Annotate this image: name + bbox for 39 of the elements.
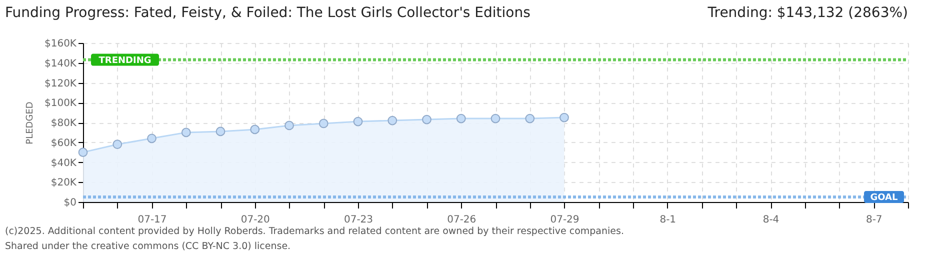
x-tick-label: 8-1 xyxy=(660,214,676,226)
point xyxy=(490,114,500,124)
point xyxy=(525,114,535,124)
y-tick-label: $120K xyxy=(44,78,77,90)
x-tick-label: 8-4 xyxy=(762,214,780,226)
point xyxy=(353,116,363,126)
y-tick-label: $0 xyxy=(64,198,76,208)
point xyxy=(112,140,122,150)
y-tick-label: $60K xyxy=(50,138,77,149)
chart-title: Funding Progress: Fated, Feisty, & Foiled: The Lost Girls Collector's Editions xyxy=(5,5,530,21)
point xyxy=(560,112,569,122)
point xyxy=(456,114,466,124)
y-tick-label: $100K xyxy=(44,98,77,110)
point xyxy=(181,128,191,138)
text: Shared under the creative commons (CC BY-NC 3.0) license. xyxy=(5,241,291,252)
point xyxy=(216,126,226,136)
point xyxy=(422,114,432,124)
x-tick-label: 07-17 xyxy=(138,214,167,226)
y-tick-label: $140K xyxy=(44,58,77,70)
y-axis-title: PLEDGED xyxy=(25,102,36,144)
y-tick-label: $40K xyxy=(50,158,77,169)
point xyxy=(318,118,328,128)
ref-line-label: GOAL xyxy=(870,193,898,204)
ref-line-label: TRENDING xyxy=(98,56,152,66)
y-tick-label: $80K xyxy=(50,118,77,129)
x-tick-label: 07-26 xyxy=(447,214,476,226)
y-tick-label: $20K xyxy=(50,178,77,189)
point xyxy=(78,148,88,157)
point xyxy=(284,120,294,130)
text: (c)2025. Additional content provided by Holly Roberds. Trademarks and related content are owned by their respective companies. xyxy=(5,226,624,237)
point xyxy=(147,134,156,144)
text: Trending: $143,132 (2863%) xyxy=(706,5,908,21)
y-tick-label: $160K xyxy=(44,38,77,50)
point xyxy=(250,124,260,134)
x-tick-label: 07-23 xyxy=(344,214,374,226)
point xyxy=(388,116,398,126)
x-tick-label: 07-20 xyxy=(240,214,270,226)
x-tick-label: 8-7 xyxy=(866,214,882,226)
x-tick-label: 07-29 xyxy=(550,214,580,226)
